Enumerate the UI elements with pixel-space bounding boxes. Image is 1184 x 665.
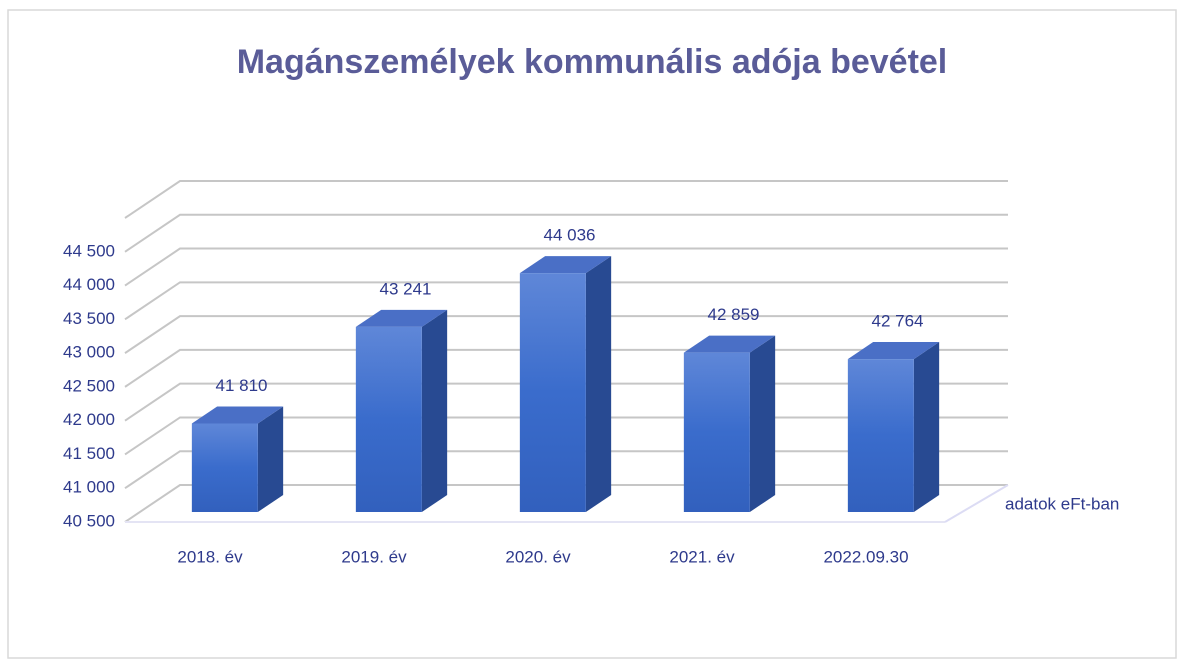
y-tick-label: 43 500	[63, 309, 115, 328]
x-tick-label: 2019. év	[341, 547, 407, 566]
bar-side	[257, 406, 284, 513]
grid-line	[124, 213, 1008, 253]
floor-edge	[944, 484, 1009, 523]
bar-side	[913, 342, 940, 513]
y-tick-label: 41 500	[63, 444, 115, 463]
bar-front	[191, 423, 258, 513]
y-tick-label: 44 500	[63, 241, 115, 260]
bar-top	[519, 256, 612, 274]
y-tick-label: 43 000	[63, 343, 115, 362]
bar-side	[421, 309, 448, 513]
bar-side	[749, 335, 776, 513]
y-tick-label: 41 000	[63, 478, 115, 497]
bar-front	[847, 359, 914, 513]
y-tick-label: 42 500	[63, 376, 115, 395]
bar-top	[683, 335, 776, 353]
grid-line	[124, 247, 1008, 287]
x-tick-label: 2018. év	[177, 547, 243, 566]
bar-front	[355, 326, 422, 513]
y-tick-label: 44 000	[63, 275, 115, 294]
y-tick-label: 40 500	[63, 511, 115, 530]
bar-front	[683, 352, 750, 513]
bar	[519, 256, 612, 513]
bar-side	[585, 256, 612, 513]
data-label: 43 241	[380, 279, 432, 298]
x-tick-label: 2021. év	[669, 547, 735, 566]
grid-line	[124, 281, 1008, 321]
annotation: adatok eFt-ban	[1005, 494, 1119, 513]
data-label: 41 810	[216, 376, 268, 395]
bar	[683, 335, 776, 513]
grid-line	[124, 315, 1008, 354]
x-tick-label: 2020. év	[505, 547, 571, 566]
bar	[191, 406, 284, 513]
bar-top	[191, 406, 284, 424]
wall-top	[124, 180, 1008, 219]
x-tick-label: 2022.09.30	[823, 547, 908, 566]
data-label: 42 859	[708, 305, 760, 324]
data-label: 42 764	[872, 312, 924, 331]
bar	[355, 309, 448, 513]
y-tick-label: 42 000	[63, 410, 115, 429]
bar-top	[847, 342, 940, 360]
bar-front	[519, 273, 586, 513]
data-label: 44 036	[544, 226, 596, 245]
chart-title: Magánszemélyek kommunális adója bevétel	[237, 43, 948, 81]
bar-top	[355, 309, 448, 327]
bar	[847, 342, 940, 513]
